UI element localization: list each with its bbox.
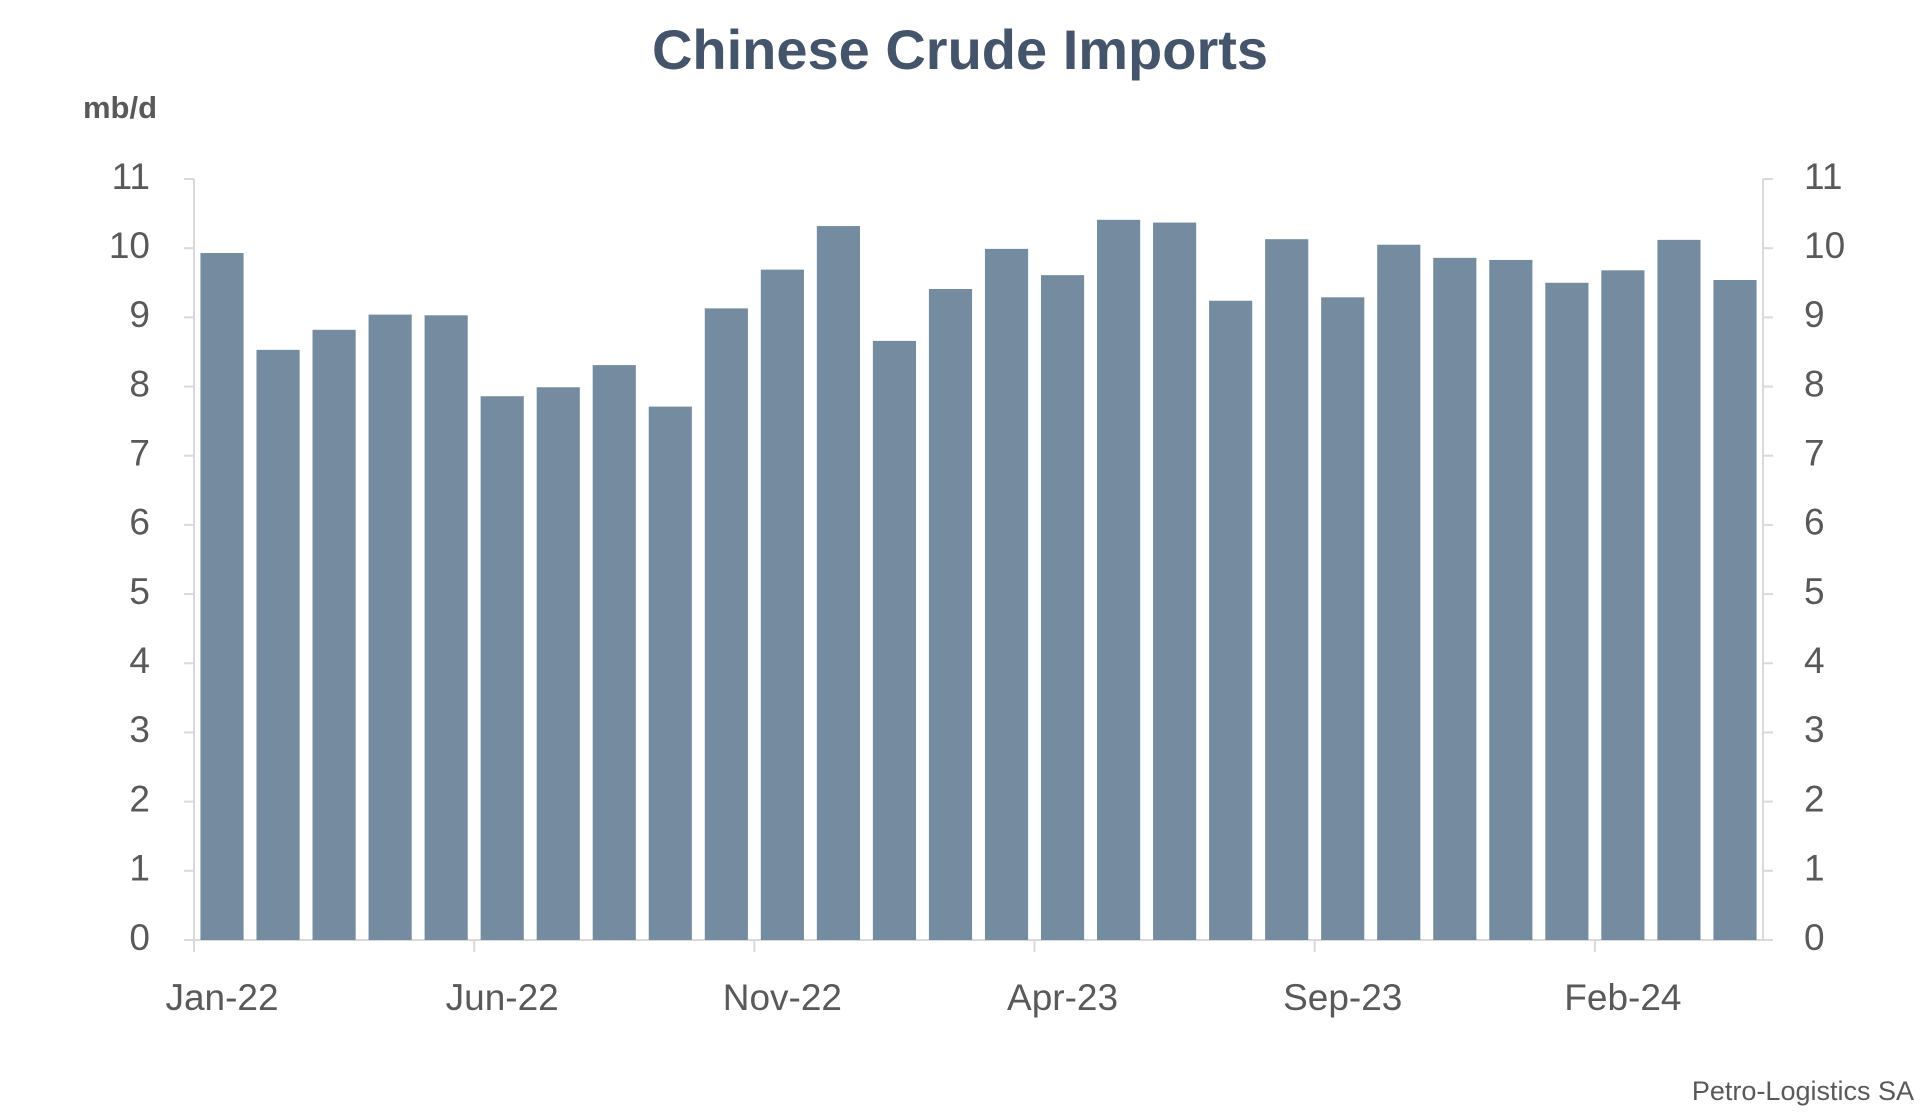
x-tick-label: Feb-24 [1564, 977, 1681, 1018]
bar [1377, 244, 1421, 941]
x-tick-label: Nov-22 [723, 977, 842, 1018]
bar [256, 349, 300, 940]
bar [1433, 257, 1477, 940]
bar [704, 308, 748, 940]
bar [312, 329, 356, 940]
bar [1153, 222, 1197, 941]
bar [480, 396, 524, 940]
chart-title: Chinese Crude Imports [652, 18, 1268, 81]
y2-tick-label: 5 [1804, 571, 1825, 612]
bar [928, 288, 973, 940]
y2-tick-label: 2 [1804, 778, 1825, 819]
y2-tick-label: 7 [1804, 433, 1825, 474]
y-tick-label: 9 [129, 294, 150, 335]
bar [1601, 270, 1645, 940]
y2-tick-label: 11 [1804, 156, 1842, 197]
bar [1713, 280, 1757, 940]
y2-tick-label: 8 [1804, 363, 1825, 404]
bar [1097, 219, 1141, 941]
y-tick-label: 3 [129, 709, 150, 750]
x-tick-label: Apr-23 [1007, 977, 1118, 1018]
bar [760, 269, 804, 940]
y-tick-label: 7 [129, 433, 150, 474]
y2-tick-label: 10 [1804, 225, 1845, 266]
bar [424, 315, 468, 940]
y2-tick-label: 0 [1804, 917, 1825, 958]
x-tick-label: Jan-22 [165, 977, 278, 1018]
bar [1209, 300, 1253, 940]
bar [816, 226, 860, 940]
y-tick-label: 0 [129, 917, 150, 958]
bar [1321, 297, 1365, 940]
y-tick-label: 11 [112, 156, 150, 197]
y2-tick-label: 1 [1804, 848, 1825, 889]
y-tick-label: 10 [109, 225, 150, 266]
y2-tick-label: 3 [1804, 709, 1825, 750]
y-tick-label: 5 [129, 571, 150, 612]
bar [872, 340, 917, 940]
y-tick-label: 6 [129, 502, 150, 543]
y-tick-label: 8 [129, 363, 150, 404]
source: Petro-Logistics SA [1692, 1076, 1914, 1106]
x-tick-label: Jun-22 [446, 977, 559, 1018]
y2-tick-label: 9 [1804, 294, 1825, 335]
bar [200, 253, 244, 941]
bar [592, 365, 636, 940]
y-axis-label: mb/d [83, 90, 157, 125]
y-tick-label: 1 [129, 848, 150, 889]
y-tick-label: 2 [129, 778, 150, 819]
bar [1489, 259, 1533, 940]
bar [1265, 239, 1309, 941]
y2-tick-label: 6 [1804, 502, 1825, 543]
x-tick-label: Sep-23 [1283, 977, 1402, 1018]
bar [1545, 282, 1589, 941]
bar [984, 248, 1029, 940]
bar [368, 314, 412, 940]
y2-tick-label: 4 [1804, 640, 1825, 681]
bar [1657, 239, 1701, 940]
bar [648, 406, 692, 941]
bar [536, 387, 580, 940]
y-tick-label: 4 [129, 640, 150, 681]
bar [1040, 275, 1085, 940]
